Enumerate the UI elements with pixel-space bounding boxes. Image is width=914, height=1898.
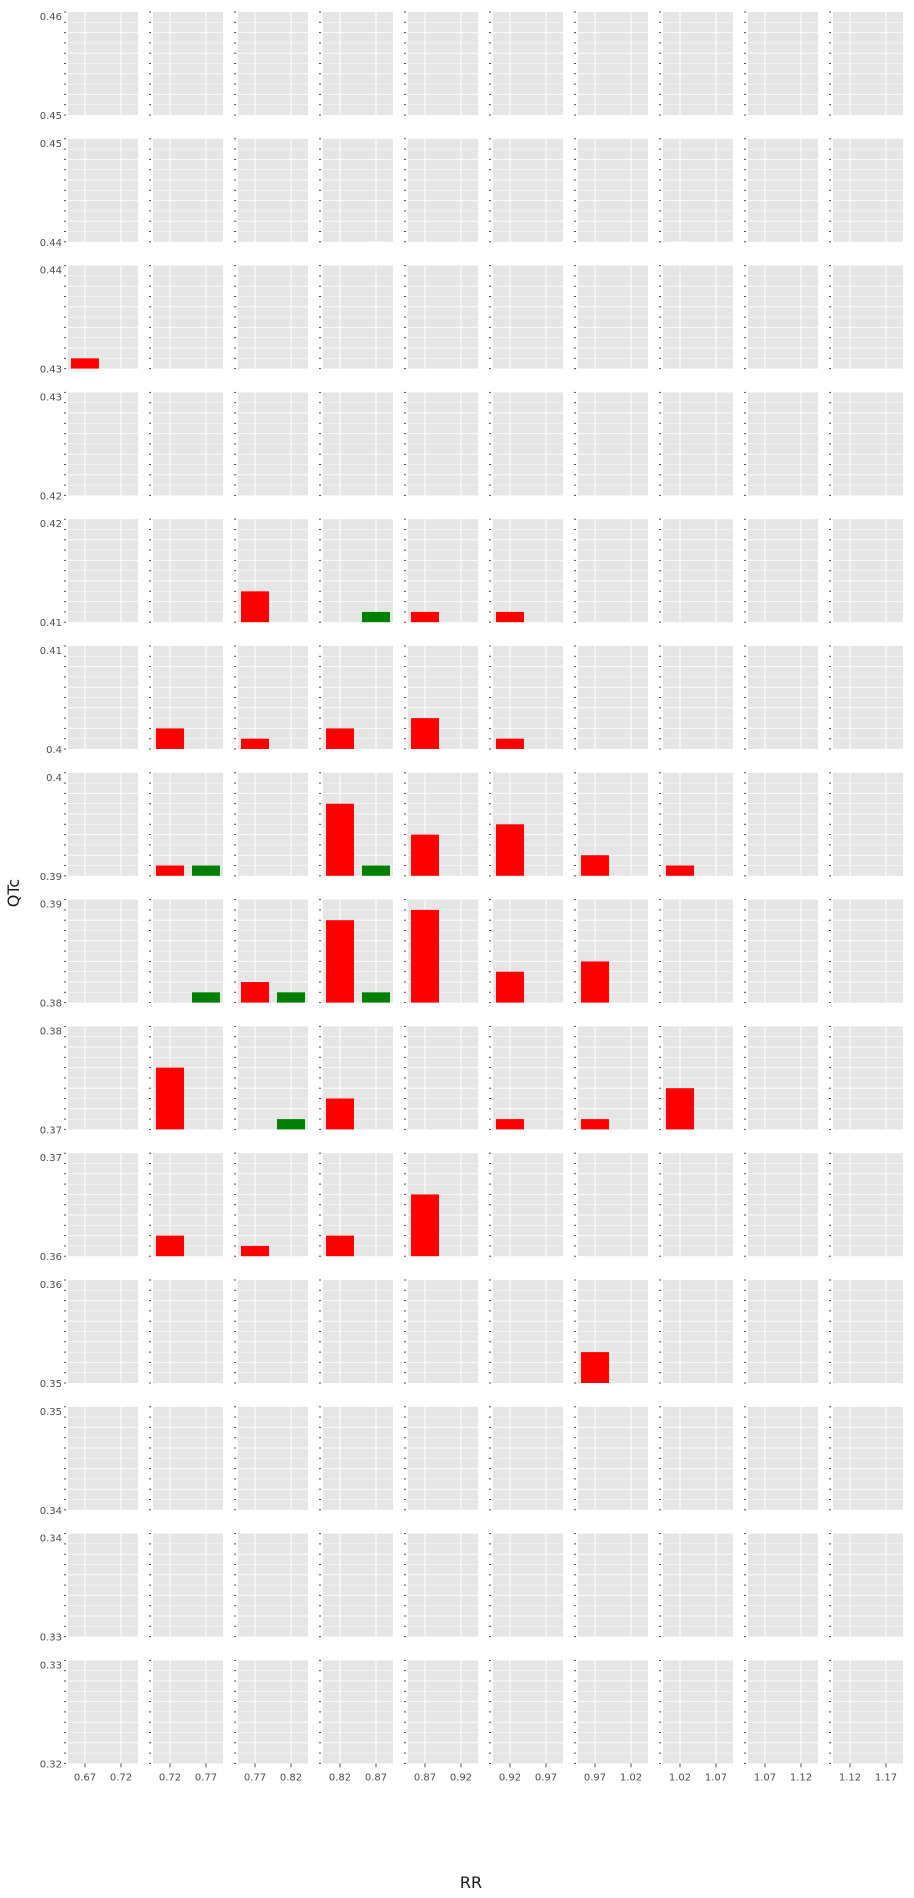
x-axis-title: RR bbox=[460, 1873, 482, 1892]
green-bar bbox=[362, 865, 390, 876]
y-tick-label: 0.43 bbox=[40, 365, 62, 376]
y-tick-label: 0.45 bbox=[40, 111, 62, 122]
y-tick-label: 0.32 bbox=[40, 1759, 62, 1770]
red-bar bbox=[326, 803, 354, 876]
y-tick-label: 0.4 bbox=[46, 745, 62, 756]
x-tick-label: 0.72 bbox=[110, 1772, 132, 1783]
x-tick-label: 1.12 bbox=[839, 1772, 861, 1783]
red-bar bbox=[156, 1235, 184, 1257]
y-tick-label: 0.36 bbox=[40, 1252, 62, 1263]
green-bar bbox=[192, 865, 220, 876]
y-tick-label: 0.42 bbox=[40, 519, 62, 530]
red-bar bbox=[581, 1352, 609, 1383]
x-tick-label: 1.07 bbox=[705, 1772, 727, 1783]
red-bar bbox=[411, 611, 439, 623]
red-bar bbox=[496, 824, 524, 876]
red-bar bbox=[581, 961, 609, 1003]
red-bar bbox=[326, 728, 354, 749]
red-bar bbox=[496, 971, 524, 1003]
red-bar bbox=[411, 834, 439, 876]
y-tick-label: 0.37 bbox=[40, 1125, 62, 1136]
x-tick-label: 1.02 bbox=[620, 1772, 642, 1783]
red-bar bbox=[241, 1245, 269, 1257]
red-bar bbox=[71, 358, 99, 369]
red-bar bbox=[156, 728, 184, 749]
y-tick-label: 0.35 bbox=[40, 1407, 62, 1418]
y-tick-label: 0.39 bbox=[40, 900, 62, 911]
bar-marks bbox=[71, 358, 694, 1383]
y-tick-label: 0.34 bbox=[40, 1506, 62, 1517]
y-tick-label: 0.38 bbox=[40, 1026, 62, 1037]
x-tick-label: 0.97 bbox=[535, 1772, 557, 1783]
x-tick-label: 0.77 bbox=[195, 1772, 217, 1783]
red-bar bbox=[666, 865, 694, 876]
red-bar bbox=[241, 591, 269, 623]
x-tick-label: 1.12 bbox=[790, 1772, 812, 1783]
y-tick-label: 0.38 bbox=[40, 999, 62, 1010]
y-tick-label: 0.34 bbox=[40, 1534, 62, 1545]
red-bar bbox=[411, 718, 439, 749]
y-tick-label: 0.41 bbox=[40, 618, 62, 629]
red-bar bbox=[581, 1119, 609, 1130]
tick-labels: 0.460.450.450.440.440.430.430.420.420.41… bbox=[40, 12, 897, 1783]
x-tick-label: 1.02 bbox=[669, 1772, 691, 1783]
red-bar bbox=[326, 920, 354, 1003]
red-bar bbox=[156, 865, 184, 876]
red-bar bbox=[411, 1194, 439, 1257]
y-tick-label: 0.35 bbox=[40, 1379, 62, 1390]
red-bar bbox=[496, 1119, 524, 1130]
y-tick-label: 0.45 bbox=[40, 139, 62, 150]
x-tick-label: 1.07 bbox=[754, 1772, 776, 1783]
y-tick-label: 0.44 bbox=[40, 238, 62, 249]
x-tick-label: 0.92 bbox=[450, 1772, 472, 1783]
green-bar bbox=[362, 611, 390, 623]
x-tick-label: 0.87 bbox=[365, 1772, 387, 1783]
red-bar bbox=[326, 1098, 354, 1130]
y-tick-label: 0.36 bbox=[40, 1280, 62, 1291]
y-tick-label: 0.33 bbox=[40, 1633, 62, 1644]
red-bar bbox=[496, 738, 524, 749]
y-tick-label: 0.39 bbox=[40, 872, 62, 883]
red-bar bbox=[156, 1067, 184, 1130]
y-tick-label: 0.33 bbox=[40, 1660, 62, 1671]
green-bar bbox=[362, 992, 390, 1003]
x-tick-label: 0.67 bbox=[74, 1772, 96, 1783]
red-bar bbox=[496, 611, 524, 623]
x-tick-label: 0.97 bbox=[584, 1772, 606, 1783]
x-tick-label: 0.82 bbox=[280, 1772, 302, 1783]
y-tick-label: 0.41 bbox=[40, 646, 62, 657]
y-tick-label: 0.37 bbox=[40, 1153, 62, 1164]
red-bar bbox=[411, 909, 439, 1003]
y-axis-title: QTc bbox=[4, 879, 23, 907]
red-bar bbox=[241, 982, 269, 1003]
x-tick-label: 1.17 bbox=[875, 1772, 897, 1783]
red-bar bbox=[326, 1235, 354, 1257]
y-tick-label: 0.42 bbox=[40, 491, 62, 502]
green-bar bbox=[192, 992, 220, 1003]
x-tick-label: 0.87 bbox=[414, 1772, 436, 1783]
red-bar bbox=[241, 738, 269, 749]
y-tick-label: 0.4 bbox=[46, 773, 62, 784]
x-tick-label: 0.77 bbox=[244, 1772, 266, 1783]
y-tick-label: 0.43 bbox=[40, 392, 62, 403]
x-tick-label: 0.72 bbox=[159, 1772, 181, 1783]
facet-panels bbox=[64, 11, 903, 1764]
red-bar bbox=[666, 1088, 694, 1130]
green-bar bbox=[277, 992, 305, 1003]
green-bar bbox=[277, 1119, 305, 1130]
y-tick-label: 0.46 bbox=[40, 12, 62, 23]
y-tick-label: 0.44 bbox=[40, 266, 62, 277]
x-tick-label: 0.92 bbox=[499, 1772, 521, 1783]
red-bar bbox=[581, 855, 609, 876]
x-tick-label: 0.82 bbox=[329, 1772, 351, 1783]
